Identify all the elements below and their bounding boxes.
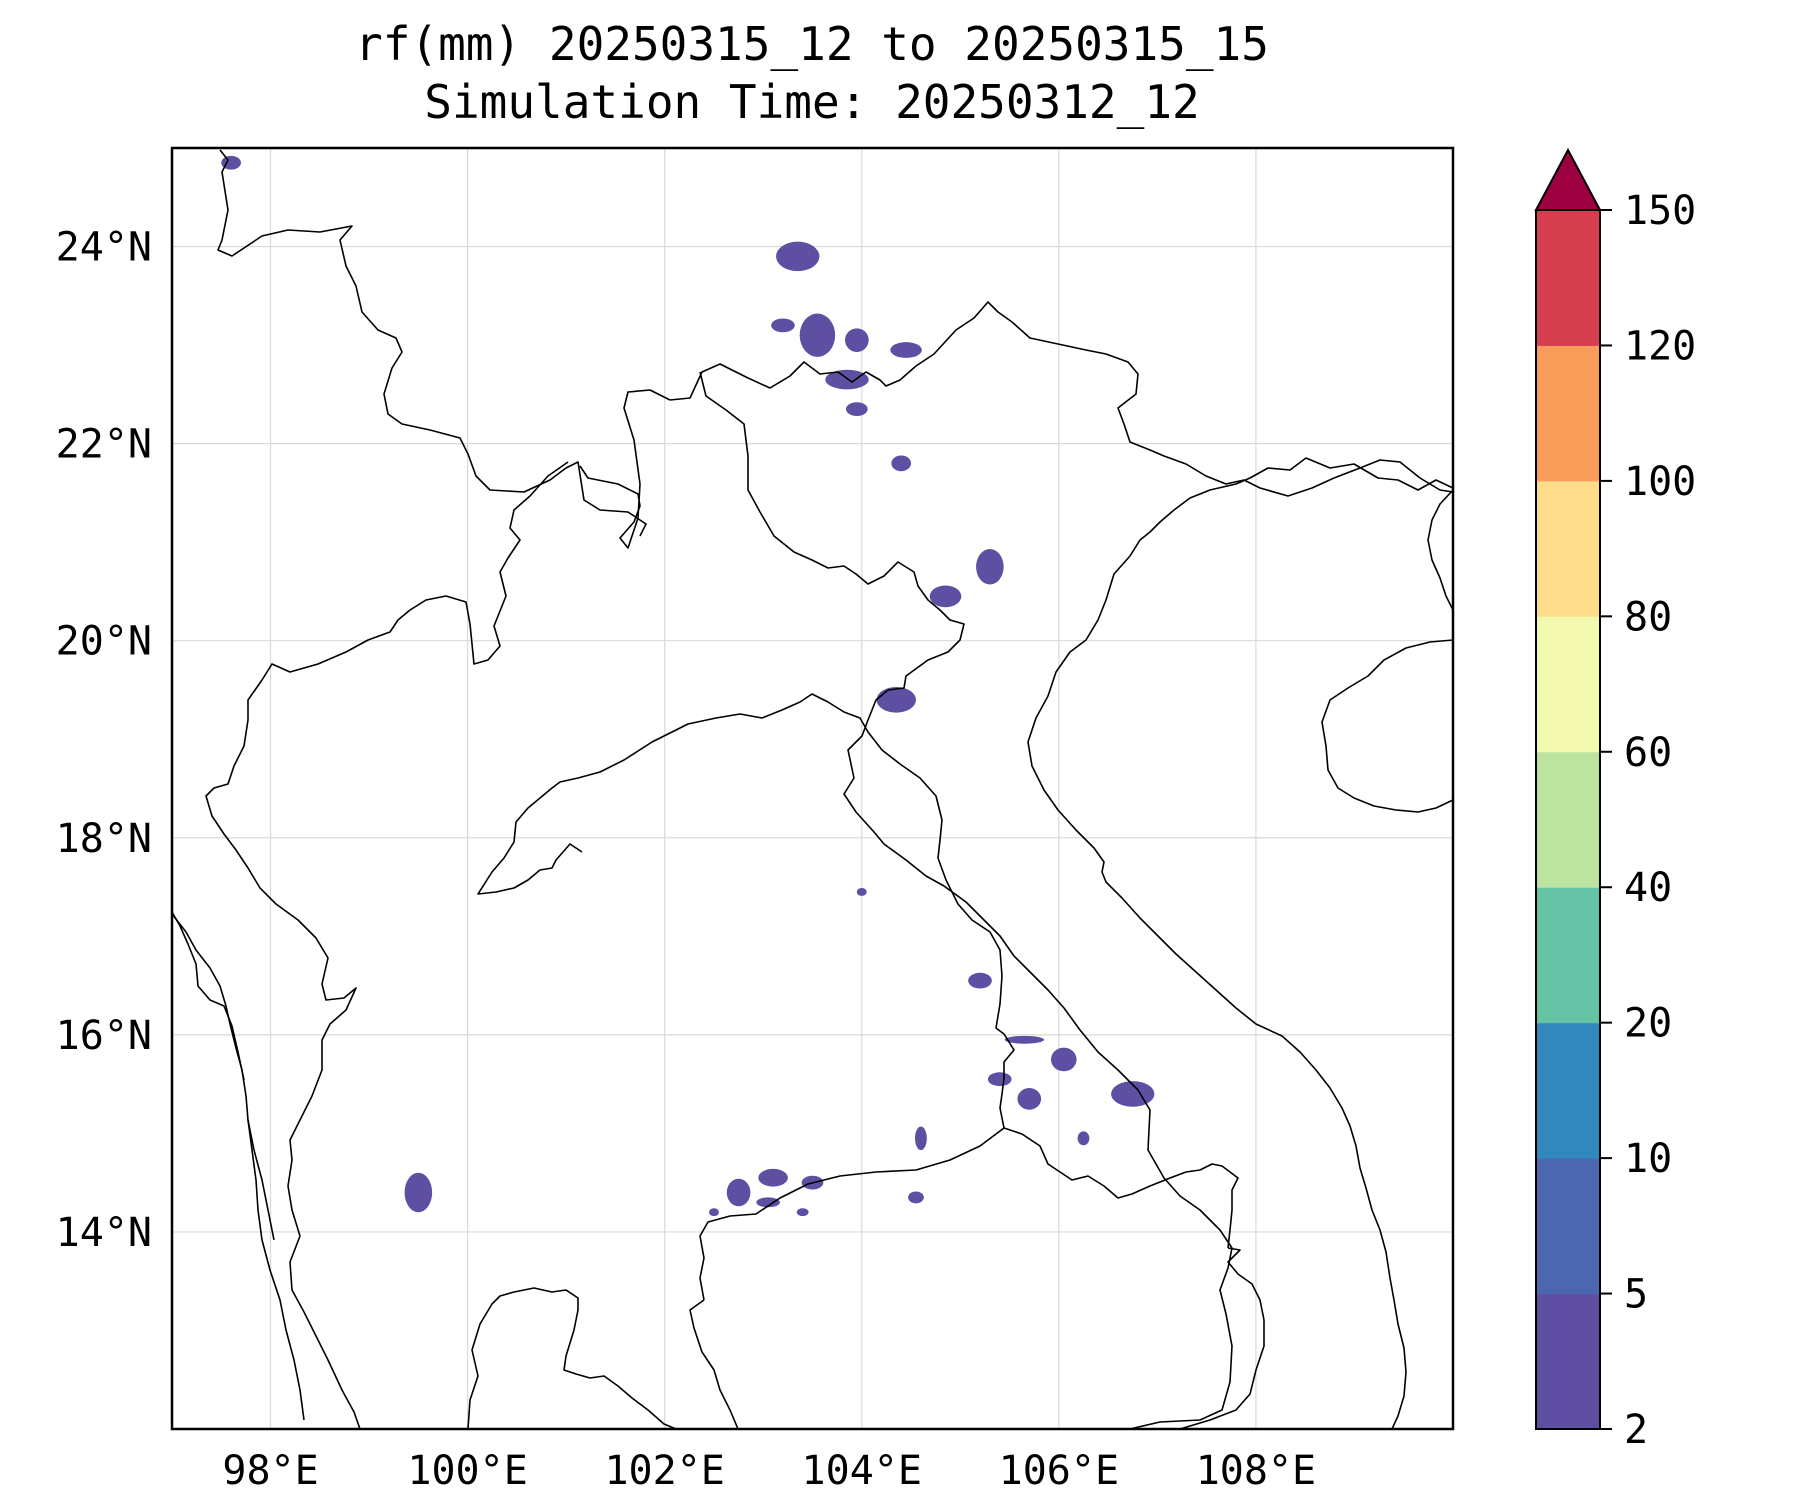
colorbar-segment	[1536, 887, 1600, 1024]
border-thailand-cambodia-south	[689, 1299, 739, 1429]
coast-andaman	[172, 911, 245, 1081]
coast-gulf-of-tonkin	[1129, 483, 1237, 557]
rain-area	[221, 155, 241, 170]
rain-area	[891, 455, 912, 472]
rain-area	[1004, 1035, 1045, 1044]
colorbar-tick-label: 150	[1624, 188, 1696, 234]
rain-area	[929, 585, 962, 608]
rain-area	[856, 888, 867, 896]
lon-tick-label: 106°E	[999, 1448, 1119, 1494]
lon-tick-label: 108°E	[1196, 1448, 1316, 1494]
latitude-ticks: 24°N 22°N 20°N 18°N 16°N 14°N	[56, 225, 152, 1256]
border-cambodia-vietnam	[1179, 1247, 1265, 1429]
coast-gulf-of-thailand	[467, 1287, 677, 1429]
colorbar-segment	[1536, 345, 1600, 482]
lon-tick-label: 102°E	[604, 1448, 724, 1494]
lon-tick-label: 100°E	[407, 1448, 527, 1494]
lat-tick-label: 14°N	[56, 1210, 152, 1256]
border-laos-thailand	[205, 461, 569, 1237]
country-borders	[172, 149, 1453, 1429]
rain-area	[799, 313, 836, 357]
rain-area	[796, 1208, 809, 1217]
rainfall-areas	[221, 155, 1155, 1217]
rain-area	[1050, 1047, 1077, 1072]
rain-area	[404, 1172, 433, 1213]
colorbar: 2 5 10 20 40 60 80 100 120 150	[1534, 147, 1696, 1453]
border-laos-vietnam-north	[699, 371, 1233, 1429]
rain-area	[908, 1191, 924, 1204]
rain-area	[726, 1178, 751, 1207]
rain-area	[914, 1126, 927, 1151]
colorbar-segment	[1536, 480, 1600, 617]
rain-area	[845, 328, 869, 352]
colorbar-tick-label: 60	[1624, 730, 1672, 776]
rain-area	[987, 1072, 1012, 1087]
rain-area	[1017, 1088, 1042, 1110]
border-china-vietnam	[669, 301, 1453, 497]
lat-tick-label: 16°N	[56, 1013, 152, 1059]
colorbar-tick-label: 10	[1624, 1136, 1672, 1182]
colorbar-segment	[1536, 1293, 1600, 1430]
rain-area	[758, 1168, 788, 1187]
coast-hainan	[1321, 639, 1453, 813]
colorbar-segment	[1536, 616, 1600, 753]
map-frame	[170, 146, 1455, 1431]
rain-area	[771, 318, 795, 333]
rain-area	[890, 342, 922, 358]
border-laos-cambodia	[1003, 1127, 1239, 1249]
colorbar-tick-label: 40	[1624, 865, 1672, 911]
border-mekong	[477, 693, 1015, 1129]
border-china-laos	[579, 389, 671, 549]
lon-tick-label: 98°E	[222, 1448, 318, 1494]
title-line-1: rf(mm) 20250315_12 to 20250315_15	[355, 17, 1269, 71]
lat-tick-label: 24°N	[56, 225, 152, 271]
rain-area	[756, 1197, 780, 1208]
rain-area	[709, 1208, 719, 1217]
colorbar-extend-arrow	[1534, 147, 1602, 211]
rain-area	[825, 369, 869, 390]
colorbar-segment	[1536, 1158, 1600, 1295]
longitude-ticks: 98°E 100°E 102°E 104°E 106°E 108°E	[222, 1448, 1316, 1494]
gridlines	[172, 148, 1453, 1429]
coast-vietnam	[1027, 555, 1407, 1429]
rain-area	[976, 549, 1004, 585]
lat-tick-label: 20°N	[56, 619, 152, 665]
colorbar-frame	[1535, 209, 1601, 1430]
border-myanmar-west	[172, 913, 275, 1241]
lon-tick-label: 104°E	[802, 1448, 922, 1494]
colorbar-tick-label: 2	[1624, 1407, 1648, 1453]
rain-area	[776, 241, 820, 272]
map-area	[172, 148, 1453, 1429]
rain-area	[968, 972, 992, 989]
coast-myanmar-south	[247, 1119, 305, 1421]
border-cambodia-north	[699, 1127, 1005, 1301]
colorbar-tick-label: 20	[1624, 1001, 1672, 1047]
rain-area	[876, 687, 916, 713]
lat-tick-label: 18°N	[56, 816, 152, 862]
coast-china-south	[1235, 457, 1453, 491]
lat-tick-label: 22°N	[56, 422, 152, 468]
colorbar-segment	[1536, 210, 1600, 346]
colorbar-tick-label: 5	[1624, 1272, 1648, 1318]
colorbar-tick-label: 100	[1624, 459, 1696, 505]
coast-leizhou	[1427, 489, 1453, 611]
colorbar-segment	[1536, 751, 1600, 888]
rain-area	[846, 402, 868, 417]
border-myanmar-china	[217, 149, 647, 537]
colorbar-segment	[1536, 1022, 1600, 1159]
rain-area	[1077, 1131, 1090, 1146]
title-line-2: Simulation Time: 20250312_12	[424, 75, 1199, 129]
colorbar-tick-label: 80	[1624, 594, 1672, 640]
border-thailand-west-south	[289, 1235, 361, 1429]
colorbar-tick-label: 120	[1624, 323, 1696, 369]
